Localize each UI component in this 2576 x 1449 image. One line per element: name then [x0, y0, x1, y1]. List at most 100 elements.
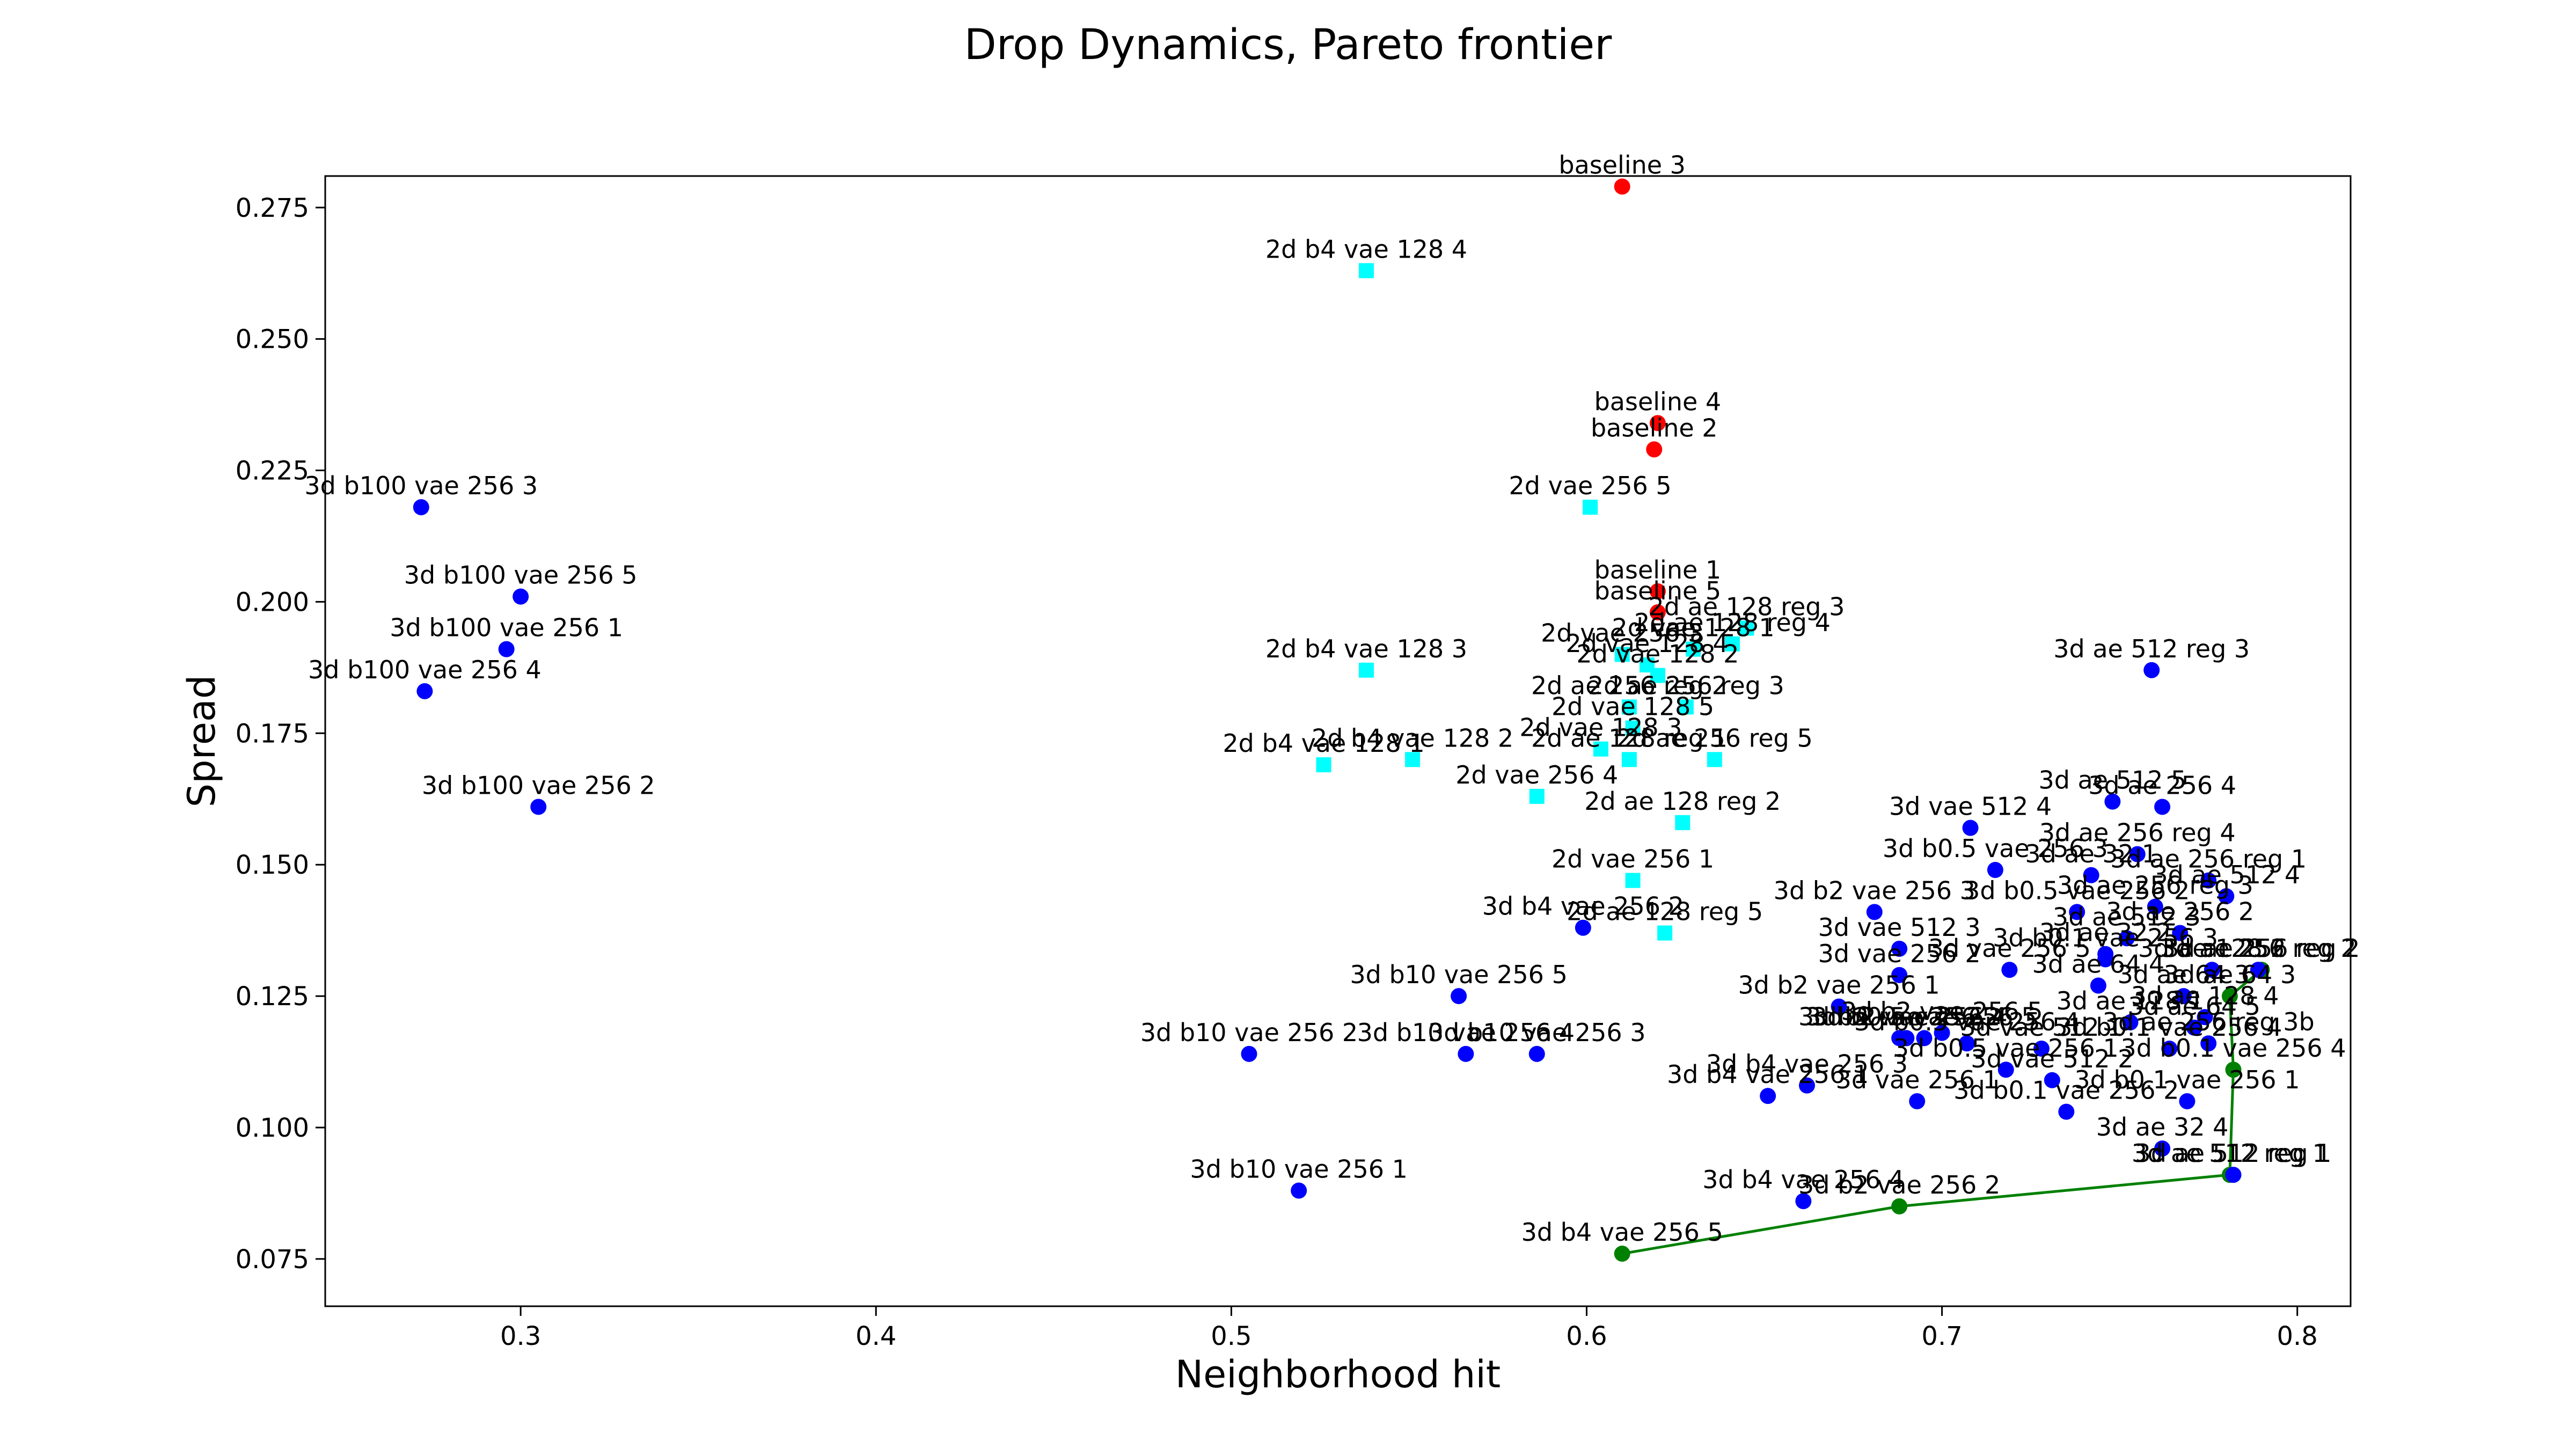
data-point-3d: [2218, 888, 2235, 904]
point-label: 3d b100 vae 256 2: [422, 771, 655, 800]
y-tick-label: 0.225: [236, 456, 309, 486]
point-label: 2d ae 128 reg 5: [1567, 897, 1763, 926]
data-point-2d: [1739, 620, 1754, 636]
data-point-3d: [2172, 925, 2189, 941]
pareto-point: [2225, 1062, 2242, 1078]
point-label: 3d b2 vae 256 4: [1805, 1002, 2007, 1031]
point-label: 3d b100 vae 256 4: [308, 655, 541, 684]
data-point-3d: [2200, 1035, 2217, 1052]
data-point-3d: [2225, 1167, 2242, 1183]
data-point-3d: [416, 683, 433, 699]
point-label: 3d b4 vae 256 4: [1702, 1165, 1904, 1194]
data-point-3d: [2143, 662, 2160, 678]
x-axis-label: Neighborhood hit: [1175, 1352, 1501, 1396]
point-label: 3d ae 32 4: [2096, 1113, 2229, 1141]
data-point-3d: [2197, 1009, 2213, 1026]
data-point-2d: [1650, 668, 1665, 683]
data-point-3d: [498, 641, 515, 657]
data-point-3d: [2001, 962, 2018, 978]
y-tick-label: 0.125: [236, 982, 309, 1012]
point-label: 2d vae 256 5: [1509, 471, 1672, 500]
point-label: 2d ae 128 reg 1: [1531, 723, 1728, 752]
data-point-2d: [1625, 873, 1641, 888]
point-label: 3d b0.1 vae 256 3: [1993, 924, 2218, 953]
chart-title: Drop Dynamics, Pareto frontier: [964, 21, 1613, 69]
point-label: 3d b10 vae 256 5: [1350, 960, 1567, 989]
point-label: 3d ae 256 4: [2088, 771, 2236, 800]
data-point-2d: [1621, 752, 1637, 767]
point-label: 3d b0.5 vae 256 5: [1811, 1002, 2037, 1031]
y-axis-label: Spread: [180, 675, 224, 808]
data-points: [413, 178, 2266, 1210]
data-point-3d: [2175, 988, 2192, 1005]
data-point-3d: [2118, 930, 2135, 947]
data-point-2d: [1707, 752, 1722, 767]
data-point-3d: [1451, 988, 1467, 1005]
point-label: 3d b100 vae 256 3: [304, 471, 538, 500]
point-label: baseline 5: [1594, 576, 1722, 605]
data-point-3d: [1866, 904, 1883, 920]
x-tick-label: 0.3: [500, 1321, 541, 1351]
data-point-3d: [530, 799, 547, 815]
data-point-2d: [1405, 752, 1421, 767]
data-point-2d: [1675, 815, 1690, 830]
point-label: 2d vae 128 1: [1612, 613, 1775, 642]
y-tick-label: 0.250: [236, 325, 309, 355]
point-label: 3d vae 256 5: [1928, 934, 2091, 963]
data-point-3d: [1916, 1030, 1933, 1046]
point-label: 3d ae 256 reg 3: [2057, 871, 2253, 900]
data-point-3d: [2204, 962, 2220, 978]
point-label: 3d ae 64 4: [2032, 949, 2165, 978]
data-point-3d: [2129, 846, 2146, 862]
point-label: 2d vae 256 1: [1552, 845, 1714, 874]
point-label: 3d vae 512 3: [1818, 913, 1981, 942]
data-point-3d: [1891, 940, 1908, 957]
data-point-3d: [2083, 867, 2099, 883]
point-label: 3d ae 512 reg 1: [2135, 1139, 2332, 1168]
data-point-3d: [413, 499, 429, 516]
data-point-baseline: [1649, 415, 1666, 431]
point-label: 2d vae 128 3: [1519, 713, 1682, 742]
point-label: 3d b0.1 vae 256 1: [2074, 1065, 2300, 1094]
data-point-3d: [1575, 919, 1591, 936]
y-tick-label: 0.275: [236, 193, 309, 223]
point-label: 2d vae 128 2: [1576, 640, 1739, 669]
point-label: 3d b0.5 vae 256 2: [1964, 876, 2190, 905]
point-label: 3d ae 512 4: [2152, 860, 2300, 889]
data-point-3d: [2179, 1093, 2196, 1109]
point-label: 3d b0.5 vae 256 1: [1893, 1034, 2119, 1063]
x-tick-label: 0.8: [2277, 1321, 2318, 1351]
data-point-3d: [1909, 1093, 1926, 1109]
point-label: 3d b2 vae 256 2: [1798, 1170, 2000, 1199]
data-point-3d: [1795, 1193, 1812, 1210]
data-point-2d: [1614, 647, 1630, 662]
data-point-3d: [1831, 998, 1847, 1015]
point-label: 2d ae 256 reg 2: [1531, 671, 1728, 700]
point-label: 3d vae 256 2: [1818, 939, 1981, 968]
point-label: 3d ae 64 5: [2128, 992, 2260, 1021]
point-label: 3d b10 vae 256 1: [1190, 1155, 1407, 1184]
x-axis-ticks: 0.3 0.4 0.5 0.6 0.7 0.8: [500, 1306, 2318, 1351]
point-label: 3d b100 vae 256 1: [390, 613, 623, 642]
y-tick-label: 0.200: [236, 587, 309, 617]
point-label: 3d b4 vae 256 2: [1482, 892, 1684, 921]
point-label: 2d vae 128 4: [1565, 629, 1728, 658]
data-point-3d: [1241, 1045, 1257, 1062]
point-label: baseline 3: [1558, 151, 1686, 180]
point-label: 2d ae 128 reg 2: [1584, 787, 1781, 816]
data-point-3d: [513, 588, 529, 605]
point-label: 3d ae 32 1: [2025, 839, 2157, 868]
point-label: baseline 4: [1594, 387, 1722, 416]
data-point-2d: [1686, 641, 1701, 657]
data-point-3d: [2186, 1019, 2202, 1036]
data-point-3d: [1898, 1030, 1915, 1046]
plot-area: 0.3 0.4 0.5 0.6 0.7 0.8 0.0750.1000.1250.1500…: [236, 151, 2360, 1351]
point-label: 3d vae 512 1: [1960, 1013, 2123, 1042]
point-label: 2d vae 128 5: [1552, 692, 1714, 721]
x-tick-label: 0.4: [855, 1321, 896, 1351]
point-label: 3d ae 512 3: [2053, 902, 2201, 931]
data-point-3d: [1760, 1088, 1776, 1104]
point-label: baseline 2: [1591, 413, 1718, 442]
data-point-2d: [1621, 699, 1637, 715]
